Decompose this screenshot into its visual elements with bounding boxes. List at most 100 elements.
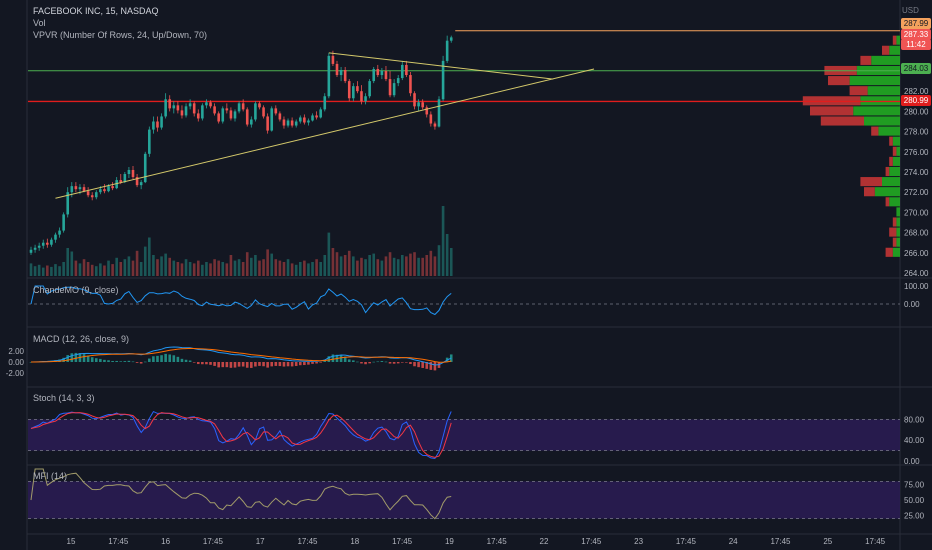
volume-bar [115, 257, 118, 276]
candle-body [262, 107, 265, 117]
candle-body [290, 120, 294, 126]
vpvr-label[interactable]: VPVR (Number Of Rows, 24, Up/Down, 70) [33, 30, 208, 40]
macd-histogram-bar [250, 362, 253, 368]
macd-histogram-bar [74, 352, 78, 362]
volume-profile-up [864, 116, 900, 126]
volume-bar [372, 253, 376, 276]
macd-histogram-bar [311, 362, 314, 364]
candle-body [156, 121, 159, 128]
time-tick-label: 17:45 [108, 537, 129, 546]
horizontal-lines[interactable] [28, 30, 900, 103]
macd-histogram-bar [258, 362, 261, 366]
candle-body [441, 60, 445, 100]
volume-bar [99, 263, 102, 276]
candle-body [103, 189, 106, 192]
macd-label[interactable]: MACD (12, 26, close, 9) [33, 334, 130, 344]
stoch-tick-label: 40.00 [904, 436, 925, 445]
price-tick-label: 266.00 [904, 249, 929, 258]
macd-histogram-bar [229, 362, 233, 368]
stoch-label[interactable]: Stoch (14, 3, 3) [33, 393, 95, 403]
trendlines[interactable] [55, 52, 595, 199]
volume-bar [86, 262, 90, 276]
volume-bar [188, 262, 192, 276]
volume-bar [70, 251, 74, 276]
volume-bar [307, 263, 310, 276]
candles[interactable] [29, 35, 453, 255]
candle-body [94, 192, 98, 198]
price-tick-label: 274.00 [904, 168, 929, 177]
macd-histogram-bar [205, 362, 208, 365]
macd-histogram-bar [319, 362, 322, 363]
macd-histogram-bar [388, 362, 392, 364]
candle-body [258, 103, 261, 108]
candle-body [143, 153, 147, 183]
volume-profile-down [882, 45, 890, 55]
candle-body [62, 214, 65, 231]
volume-bar [380, 260, 384, 276]
price-tick-label: 282.00 [904, 87, 929, 96]
candle-body [339, 69, 343, 76]
candle-body [250, 119, 253, 125]
macd-histogram-bar [62, 357, 65, 362]
time-tick-label: 17:45 [581, 537, 602, 546]
macd-histogram-bar [417, 362, 420, 368]
volume-bar [331, 248, 335, 276]
symbol-title[interactable]: FACEBOOK INC, 15, NASDAQ [33, 6, 159, 16]
macd-histogram-bar [107, 360, 110, 362]
volume-bar [388, 252, 392, 276]
volume-profile-up [896, 227, 900, 237]
mfi-label[interactable]: MFI (14) [33, 471, 68, 481]
volume-profile-up [871, 55, 900, 65]
volume-bar [29, 263, 33, 276]
macd-histogram-bar [131, 361, 135, 363]
volume-profile-up [896, 146, 900, 156]
macd-histogram-bar [405, 362, 408, 363]
candle-body [176, 105, 180, 111]
candle-body [347, 81, 351, 99]
volume-bar [384, 256, 388, 276]
volume-profile-up [867, 86, 900, 96]
volume-bar [413, 252, 416, 276]
candle-body [78, 187, 82, 190]
chande-label[interactable]: ChandeMO (9, close) [33, 285, 119, 295]
time-tick-label: 17:45 [676, 537, 697, 546]
volume-bar [82, 259, 86, 276]
candle-body [405, 64, 408, 76]
candle-body [327, 55, 331, 97]
macd-histogram-bar [103, 359, 106, 362]
candle-body [364, 96, 367, 102]
candle-body [139, 182, 143, 186]
macd-histogram-bar [90, 357, 94, 362]
candle-body [217, 113, 220, 122]
volume-bar [237, 259, 241, 276]
volume-profile-up [896, 207, 900, 217]
volume-profile-down [892, 217, 897, 227]
candle-body [298, 117, 302, 122]
macd-histogram-bar [160, 355, 163, 362]
time-tick-label: 17:45 [392, 537, 413, 546]
volume-profile-down [892, 35, 897, 45]
volume-bar [229, 255, 233, 276]
macd-histogram-bar [421, 362, 424, 368]
candle-body [278, 113, 282, 120]
candle-body [241, 103, 245, 110]
macd-histogram-bar [315, 362, 318, 364]
trendline [55, 68, 595, 199]
candle-body [274, 108, 278, 114]
macd-histogram-bar [372, 361, 376, 363]
candle-body [152, 121, 155, 130]
macd-histogram-bar [429, 362, 433, 370]
volume-label[interactable]: Vol [33, 18, 46, 28]
candle-body [303, 117, 306, 123]
stoch-d-line [30, 412, 452, 458]
candle-body [201, 105, 204, 119]
candle-body [168, 99, 172, 109]
candle-body [233, 111, 237, 119]
candle-body [37, 245, 41, 248]
volume-profile-up [889, 197, 900, 207]
currency-label[interactable]: USD [902, 6, 919, 15]
time-tick-label: 15 [67, 537, 76, 546]
candle-body [209, 102, 212, 107]
price-tick-label: 272.00 [904, 188, 929, 197]
